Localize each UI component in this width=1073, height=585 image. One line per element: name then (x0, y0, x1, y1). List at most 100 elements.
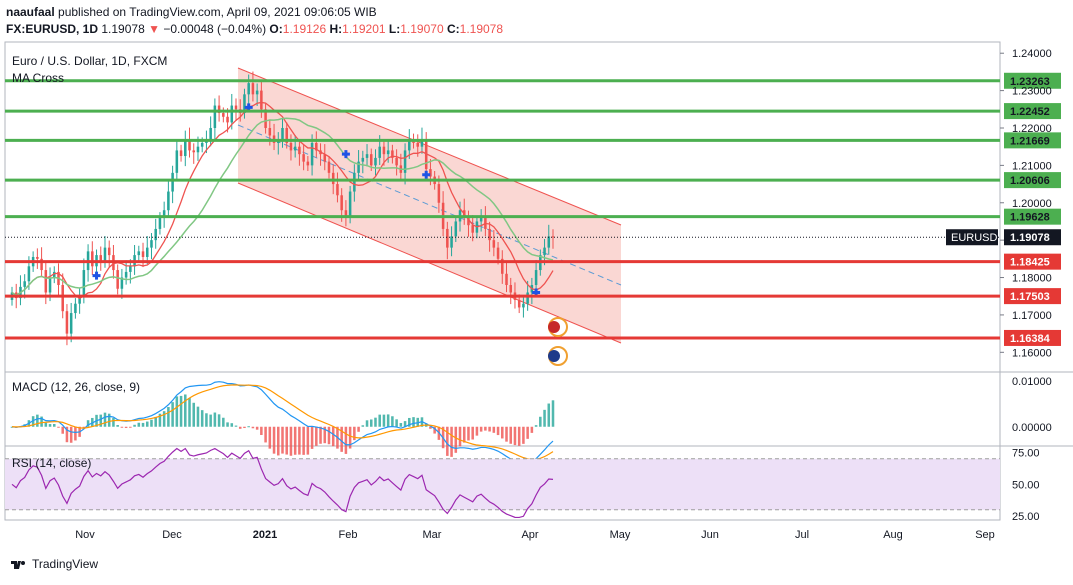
candle (365, 154, 369, 158)
resistance-price-label: 1.20606 (1010, 175, 1050, 187)
rsi-tick-label: 25.00 (1012, 511, 1040, 523)
macd-histogram-bar (99, 414, 103, 427)
macd-histogram-bar (365, 420, 369, 427)
macd-signal-line (11, 384, 554, 461)
macd-histogram-bar (522, 426, 525, 444)
macd-histogram-bar (217, 414, 221, 427)
macd-histogram-bar (484, 426, 487, 431)
time-axis-label: Jun (701, 529, 719, 541)
macd-histogram-bar (293, 426, 297, 455)
resistance-price-label: 1.23263 (1010, 76, 1050, 88)
publish-header: naaufaal published on TradingView.com, A… (6, 5, 377, 19)
macd-histogram-bar (399, 423, 403, 427)
macd-histogram-bar (357, 426, 360, 432)
candle (315, 142, 318, 151)
resistance-price-tag (1004, 72, 1061, 89)
macd-histogram-bar (205, 413, 208, 427)
macd-histogram-bar (192, 402, 196, 427)
candle (348, 191, 352, 218)
macd-histogram-bar (429, 426, 432, 429)
macd-histogram-bar (103, 412, 107, 427)
macd-histogram-bar (162, 411, 166, 427)
candle (446, 228, 449, 248)
macd-histogram-bar (462, 426, 466, 443)
macd-histogram-bar (539, 416, 542, 427)
macd-histogram-bar (272, 426, 276, 454)
candle (213, 105, 217, 128)
candle (285, 127, 288, 143)
macd-histogram-bar (200, 410, 204, 427)
macd-histogram-bar (386, 414, 390, 427)
macd-histogram-bar (412, 417, 415, 427)
candle (48, 277, 52, 293)
macd-histogram-bar (391, 416, 394, 427)
author-name[interactable]: naaufaal (6, 5, 55, 19)
candle (310, 142, 314, 166)
macd-histogram-bar (374, 417, 377, 427)
eu-flag-icon (548, 350, 560, 362)
resistance-price-tag (1004, 208, 1061, 225)
candle (416, 142, 420, 147)
macd-title: MACD (12, 26, close, 9) (12, 380, 140, 394)
macd-histogram-bar (310, 426, 314, 449)
macd-histogram-bar (57, 426, 60, 428)
candle (179, 150, 183, 157)
macd-line (11, 381, 554, 466)
time-axis-label: Aug (883, 529, 903, 541)
macd-histogram-bar (158, 413, 162, 427)
candle (517, 299, 521, 308)
candle (74, 303, 77, 314)
price-tick-label: 1.17000 (1012, 310, 1052, 322)
rsi-line (11, 447, 554, 519)
price-tick-label: 1.18000 (1012, 273, 1052, 285)
macd-histogram-bar (281, 426, 284, 454)
macd-histogram-bar (61, 426, 64, 434)
candle (268, 127, 272, 136)
low-label: L: (388, 22, 401, 36)
macd-histogram-bar (496, 426, 500, 436)
candle (382, 146, 386, 155)
candle (302, 154, 305, 162)
candle (353, 172, 356, 192)
macd-histogram-bar (48, 424, 52, 427)
brand-name: TradingView (32, 557, 99, 571)
macd-histogram-bar (52, 424, 56, 427)
candle (361, 157, 365, 162)
candle (391, 150, 394, 158)
candle (488, 228, 491, 241)
channel-upper-line (237, 67, 622, 226)
candle (551, 236, 555, 238)
macd-histogram-bar (395, 419, 398, 427)
candle (429, 169, 432, 177)
low-value: 1.19070 (400, 22, 444, 36)
price-tick-label: 1.23000 (1012, 86, 1052, 98)
footer-brand[interactable]: TradingView (10, 557, 98, 571)
macd-histogram-bar (107, 413, 111, 427)
macd-histogram-bar (112, 418, 115, 427)
candle (192, 150, 196, 153)
candle (226, 116, 229, 123)
macd-histogram-bar (209, 414, 212, 427)
candle (78, 296, 81, 304)
macd-histogram-bar (251, 426, 255, 429)
candle (103, 247, 107, 261)
macd-histogram-bar (534, 425, 538, 427)
candle (27, 266, 31, 282)
macd-histogram-bar (467, 426, 470, 441)
ma-cross-marker-icon (422, 170, 431, 179)
macd-histogram-bar (450, 426, 453, 457)
high-label: H: (329, 22, 343, 36)
macd-histogram-bar (133, 424, 136, 427)
time-axis-label: Dec (162, 529, 182, 541)
macd-tick-label: 0.00000 (1012, 422, 1052, 434)
resistance-price-tag (1004, 172, 1061, 189)
macd-histogram-bar (179, 395, 183, 427)
close-value: 1.19078 (459, 22, 504, 36)
time-axis-label: 2021 (253, 529, 277, 541)
candle (534, 270, 538, 286)
candle (145, 247, 149, 257)
candle (91, 251, 94, 267)
macd-histogram-bar (255, 426, 259, 430)
macd-histogram-bar (475, 426, 479, 436)
